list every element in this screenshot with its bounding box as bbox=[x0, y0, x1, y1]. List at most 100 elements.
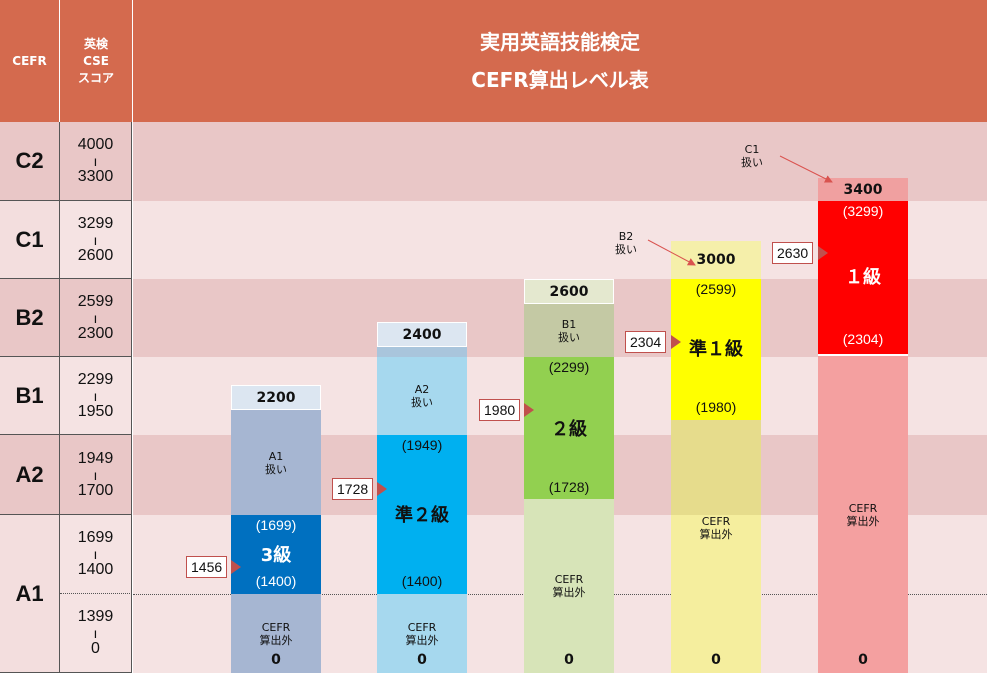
grade1-range-bottom: (2304) bbox=[842, 331, 884, 347]
level-a1-label: A1 bbox=[15, 580, 44, 606]
grade2-upper-note: B1 扱い bbox=[524, 304, 614, 357]
pre1-max: 3000 bbox=[671, 241, 761, 279]
pre1-lower-note-2: 算出外 bbox=[699, 528, 733, 541]
title-line1: 実用英語技能検定 bbox=[480, 30, 640, 54]
range-c1-bottom: 2600 bbox=[77, 246, 114, 264]
grade2-zero: 0 bbox=[564, 652, 574, 668]
header-cefr-label: CEFR bbox=[12, 54, 47, 68]
range-a1-top2: 1399 bbox=[77, 608, 114, 625]
range-a1-lower: 1399 ı 0 bbox=[60, 594, 132, 673]
header-cse-line1: 英検 bbox=[83, 36, 108, 51]
level-c1: C1 bbox=[0, 201, 60, 279]
grade1-pass-arrow bbox=[818, 246, 828, 260]
pre2-name: 準２級 bbox=[395, 505, 449, 526]
pre1-max-value: 3000 bbox=[696, 252, 736, 268]
pre2-upper-cap bbox=[377, 347, 467, 357]
grade1-name: １級 bbox=[845, 267, 881, 288]
grade3-zero: 0 bbox=[271, 652, 281, 668]
range-c2-top: 4000 bbox=[77, 136, 114, 153]
grade3-range-bottom: (1400) bbox=[255, 573, 297, 589]
level-a2-label: A2 bbox=[15, 461, 44, 487]
title-line2: CEFR算出レベル表 bbox=[471, 68, 649, 92]
pre2-pass-arrow bbox=[377, 482, 387, 496]
grade3-lower-note-1: CEFR bbox=[261, 620, 291, 634]
level-a1: A1 bbox=[0, 515, 60, 673]
pre2-max: 2400 bbox=[377, 322, 467, 347]
level-b1: B1 bbox=[0, 357, 60, 435]
grade2-lower-note-2: 算出外 bbox=[552, 586, 586, 599]
grade2-pass-score: 1980 bbox=[479, 399, 521, 421]
pre2-upper-note: A2 扱い bbox=[377, 357, 467, 435]
grade3-pass-box: (1699) 3級 (1400) bbox=[231, 515, 321, 594]
level-c1-label: C1 bbox=[15, 226, 44, 252]
grade1-lower-note: CEFR 算出外 bbox=[818, 354, 908, 673]
range-b2-bottom: 2300 bbox=[77, 324, 114, 342]
pre2-max-value: 2400 bbox=[402, 326, 442, 343]
pre1-lower-note: CEFR 算出外 bbox=[671, 515, 761, 673]
grade1-lower-note-2: 算出外 bbox=[846, 514, 880, 528]
pre1-upper-note: B2 扱い bbox=[611, 230, 641, 256]
pre2-pass-box: (1949) 準２級 (1400) bbox=[377, 435, 467, 594]
level-c2: C2 bbox=[0, 122, 60, 201]
level-c2-label: C2 bbox=[15, 148, 44, 173]
pre1-pass-box: (2599) 準１級 (1980) bbox=[671, 279, 761, 420]
grade3-max: 2200 bbox=[231, 385, 321, 410]
range-a1-sep: ı bbox=[93, 546, 98, 562]
grade1-pass-box: (3299) １級 (2304) bbox=[818, 201, 908, 354]
range-c2: 4000 ı 3300 bbox=[60, 122, 132, 201]
grade2-upper-note-1: B1 bbox=[561, 317, 577, 331]
grade3-lower-note-2: 算出外 bbox=[259, 633, 293, 647]
range-a2-top: 1949 bbox=[77, 449, 114, 467]
header-cse-score: 英検 CSE スコア bbox=[60, 0, 133, 122]
range-a1-bottom2: 0 bbox=[91, 640, 100, 657]
grade2-upper-note-2: 扱い bbox=[558, 330, 580, 344]
range-c1-top: 3299 bbox=[77, 214, 114, 232]
pre1-upper-note-2: 扱い bbox=[615, 243, 637, 256]
pre1-mid-fill bbox=[671, 420, 761, 515]
level-a2: A2 bbox=[0, 435, 60, 515]
pre1-pass-score: 2304 bbox=[625, 331, 667, 353]
grade1-upper-note-2: 扱い bbox=[741, 156, 763, 169]
range-b2-sep: ı bbox=[93, 309, 98, 326]
level-b2: B2 bbox=[0, 279, 60, 357]
grade2-pass-arrow bbox=[524, 403, 534, 417]
grade3-upper-note-1: A1 bbox=[268, 449, 284, 463]
grade3-pass-arrow bbox=[231, 560, 241, 574]
pre2-lower-note-1: CEFR bbox=[407, 620, 437, 634]
grade2-pass-box: (2299) ２級 (1728) bbox=[524, 357, 614, 499]
level-b2-label: B2 bbox=[15, 304, 44, 330]
grade3-name: 3級 bbox=[260, 545, 292, 566]
grade3-pass-score: 1456 bbox=[186, 556, 228, 578]
level-b1-label: B1 bbox=[15, 382, 44, 408]
grade1-zero: 0 bbox=[858, 652, 868, 668]
pre1-lower-note-1: CEFR bbox=[701, 515, 731, 528]
grade2-range-bottom: (1728) bbox=[548, 479, 590, 495]
grade2-lower-note-1: CEFR bbox=[554, 573, 584, 586]
pre2-lower-note-2: 算出外 bbox=[405, 633, 439, 647]
header-cse-line2: CSE bbox=[83, 53, 109, 68]
pre1-pass-arrow bbox=[671, 335, 681, 349]
pre1-range-bottom: (1980) bbox=[695, 399, 737, 415]
range-a1-upper: 1699 ı 1400 bbox=[60, 515, 132, 594]
range-a1-sep2: ı bbox=[93, 625, 98, 641]
range-c1: 3299 ı 2600 bbox=[60, 201, 132, 279]
range-a2-sep: ı bbox=[93, 466, 98, 483]
grade1-range-top: (3299) bbox=[842, 203, 884, 219]
grade1-max-value: 3400 bbox=[843, 181, 883, 198]
grade3-upper-note-2: 扱い bbox=[265, 462, 287, 476]
grade1-pass-score: 2630 bbox=[772, 242, 814, 264]
pre2-lower-note: CEFR 算出外 bbox=[377, 594, 467, 673]
pre1-upper-note-1: B2 bbox=[618, 230, 634, 243]
grade1-upper-note: C1 扱い bbox=[737, 143, 767, 169]
grade2-lower-note: CEFR 算出外 bbox=[524, 499, 614, 673]
grade2-range-top: (2299) bbox=[548, 359, 590, 375]
pre2-pass-score: 1728 bbox=[332, 478, 374, 500]
header-cse-line3: スコア bbox=[77, 70, 114, 85]
range-b1-top: 2299 bbox=[77, 370, 114, 388]
pre1-name: 準１級 bbox=[689, 339, 743, 360]
grade1-upper-note-1: C1 bbox=[744, 143, 760, 156]
header-title: 実用英語技能検定 CEFR算出レベル表 bbox=[133, 0, 987, 122]
pre2-upper-note-1: A2 bbox=[414, 383, 430, 396]
grade3-upper-note: A1 扱い bbox=[231, 410, 321, 515]
range-c1-sep: ı bbox=[93, 231, 98, 248]
